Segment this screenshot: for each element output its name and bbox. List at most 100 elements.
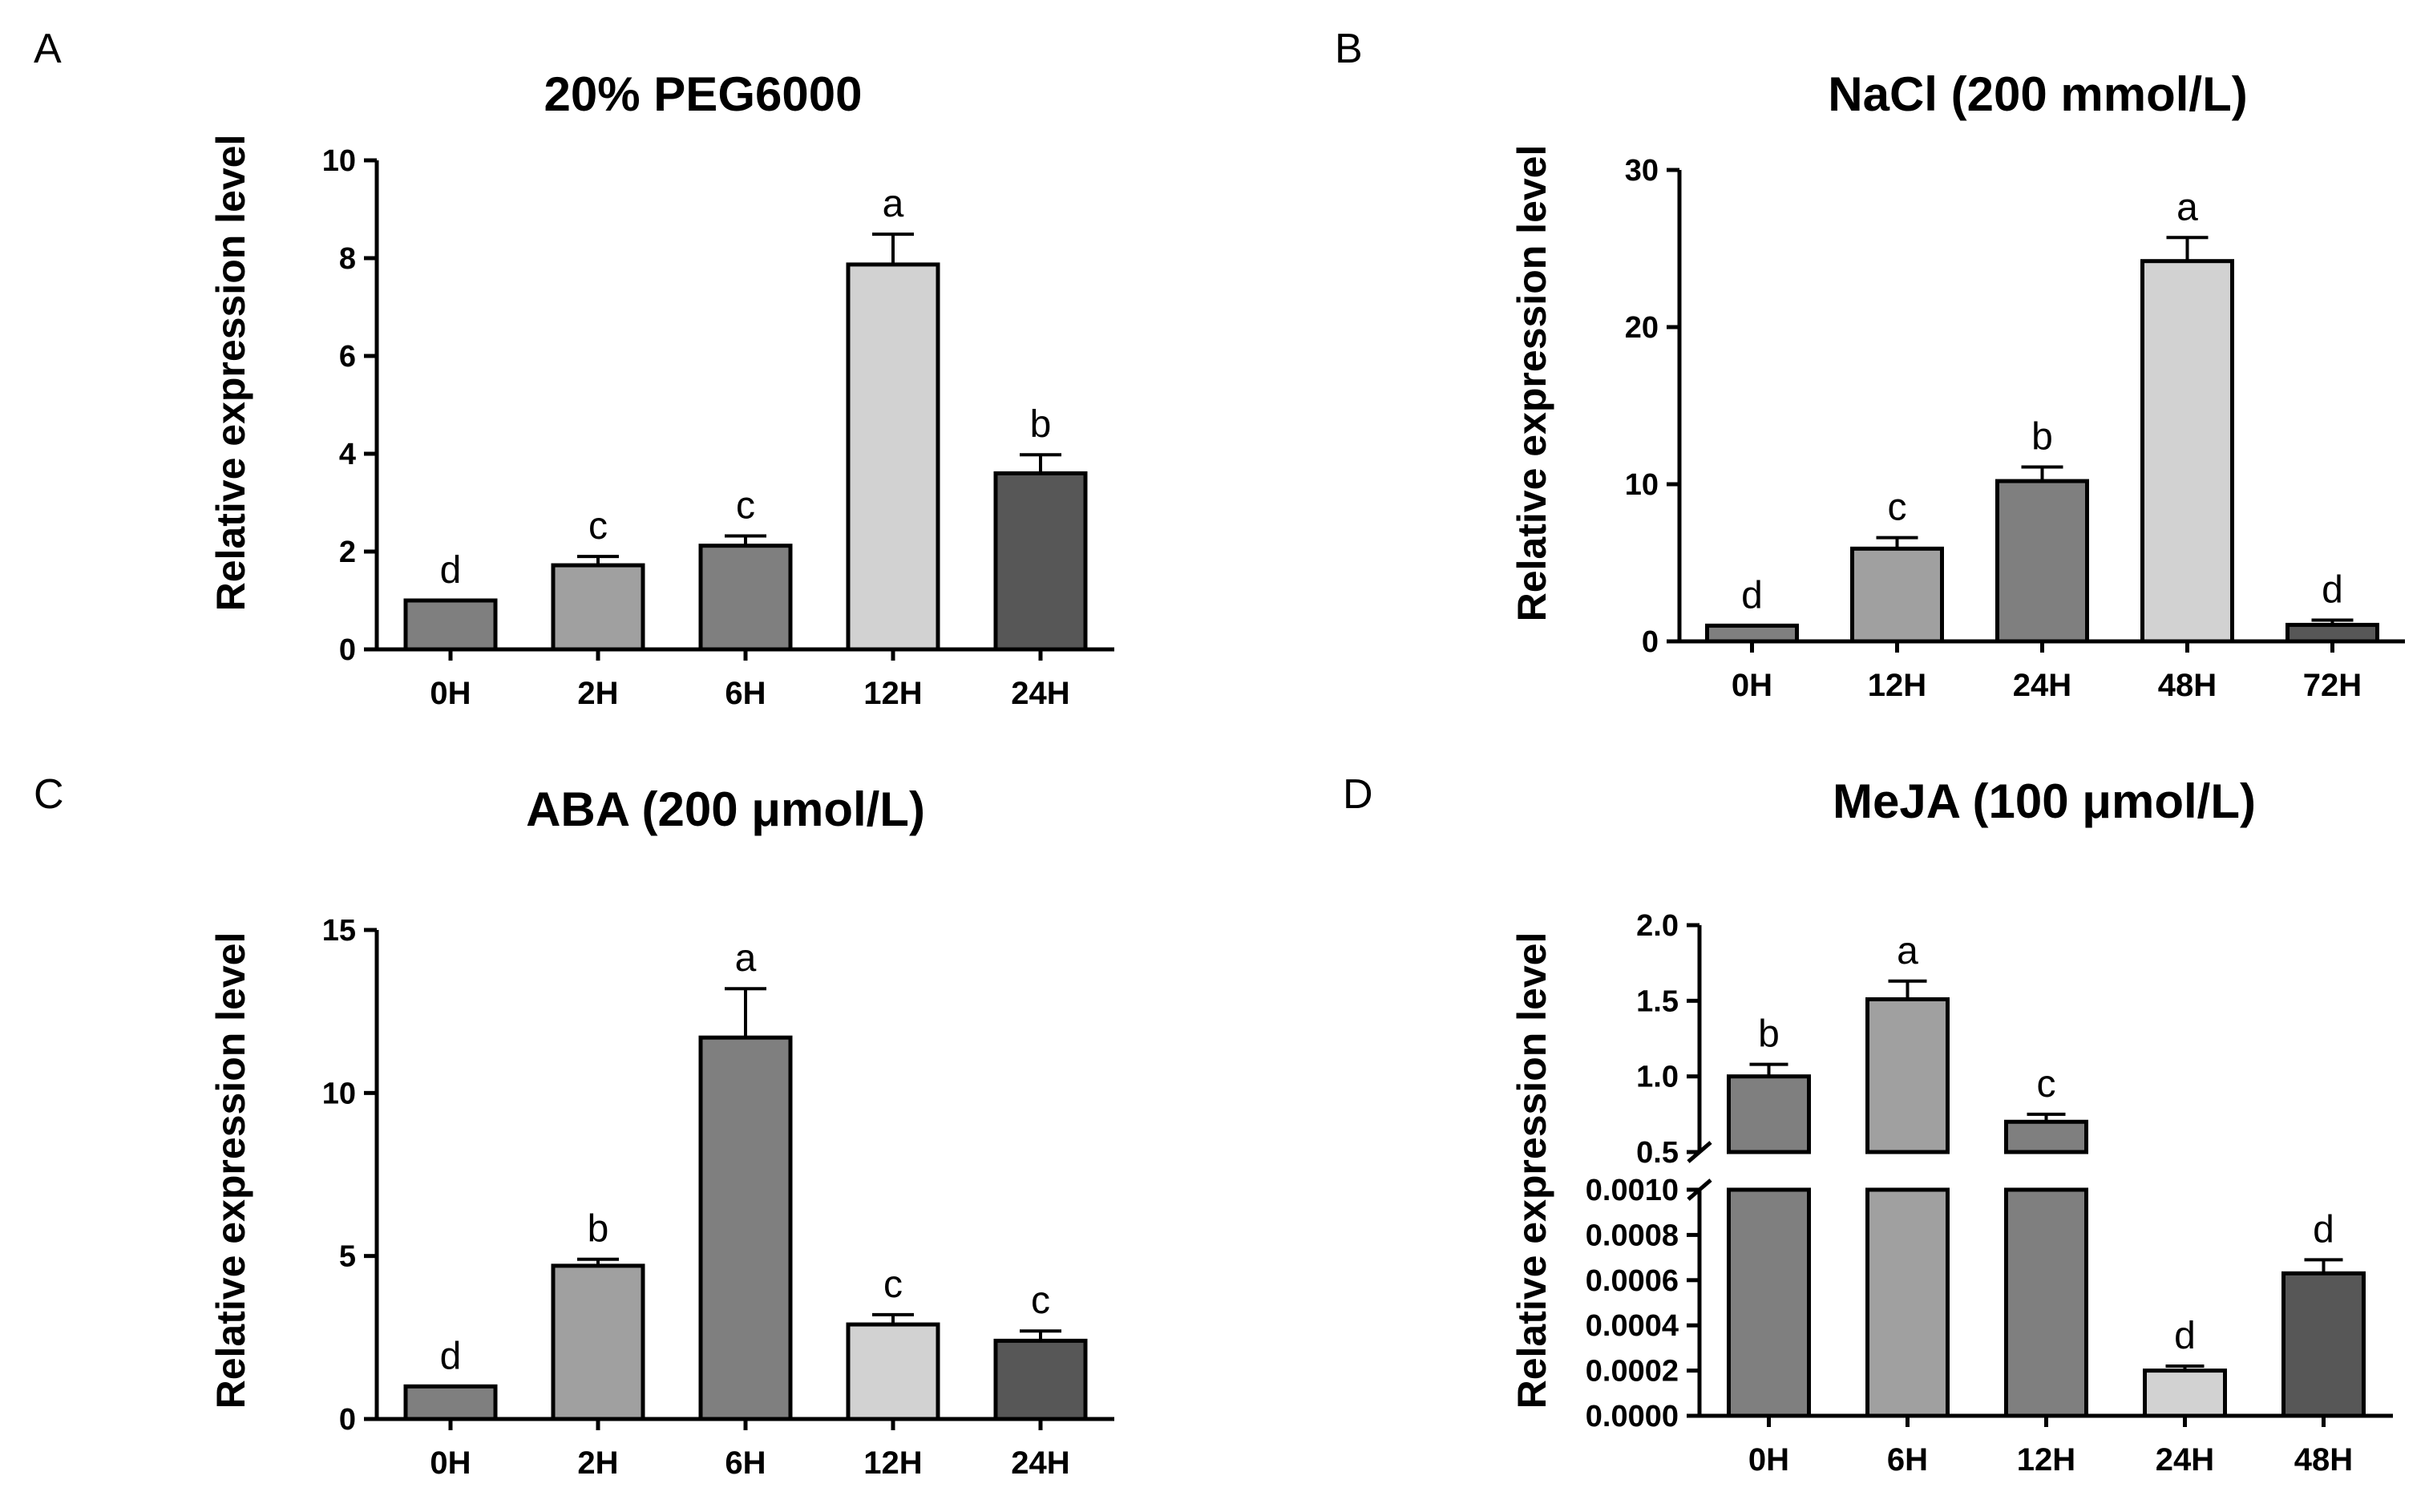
bar	[993, 1338, 1088, 1421]
y-tick-label: 0.5	[1636, 1136, 1679, 1170]
significance-letter: a	[735, 937, 757, 980]
bar	[2004, 1119, 2088, 1154]
plot-area: 0.5 1.0 1.5 2.0 0.0000 0.0002 0.0004 0.0006 0.00…	[1586, 909, 2393, 1478]
y-tick-label: 30	[1625, 154, 1659, 188]
x-tick-label: 24H	[2156, 1442, 2214, 1478]
y-axis-label: Relative expression level	[208, 135, 253, 612]
x-tick-label: 72H	[2303, 668, 2362, 703]
x-tick-label: 2H	[577, 676, 618, 711]
bar	[2281, 1271, 2366, 1418]
panel-a: A 20% PEG6000 Relative expression level …	[34, 26, 1114, 711]
x-tick-label: 0H	[430, 676, 471, 711]
bar	[2140, 259, 2234, 644]
x-tick-label: 0H	[1732, 668, 1772, 703]
y-tick-label: 1.5	[1636, 984, 1679, 1018]
bar	[1865, 1187, 1950, 1418]
y-tick-label: 0	[339, 633, 356, 667]
significance-letter: a	[2176, 186, 2198, 228]
bar	[2004, 1187, 2088, 1418]
panel-letter-c: C	[34, 771, 64, 818]
y-tick-label: 0.0006	[1586, 1264, 1679, 1298]
bar	[698, 544, 793, 652]
significance-letter: c	[1888, 487, 1907, 529]
significance-letter: b	[2031, 415, 2053, 458]
panel-d: D MeJA (100 μmol/L) Relative expression …	[1343, 771, 2393, 1478]
significance-letter: b	[588, 1208, 609, 1251]
significance-letter: d	[1741, 574, 1763, 617]
y-tick-label: 0	[1642, 625, 1659, 659]
y-tick-label: 6	[339, 340, 356, 374]
bar	[403, 598, 498, 652]
plot-area: 0 5 10 15 d 0H b 2H a 6H c 12H c 24H	[322, 914, 1114, 1481]
bar	[1850, 546, 1944, 644]
y-tick-label: 0	[339, 1403, 356, 1437]
x-tick-label: 24H	[1011, 676, 1069, 711]
y-tick-label: 0.0002	[1586, 1355, 1679, 1389]
significance-letter: a	[883, 183, 904, 225]
bar	[1865, 997, 1950, 1154]
x-tick-label: 24H	[1011, 1445, 1069, 1481]
x-tick-label: 12H	[1868, 668, 1926, 703]
y-tick-label: 8	[339, 242, 356, 276]
bar	[698, 1035, 793, 1421]
bar	[1705, 623, 1799, 644]
y-tick-label: 0.0000	[1586, 1400, 1679, 1433]
bar	[403, 1384, 498, 1421]
chart-title: ABA (200 μmol/L)	[526, 782, 925, 836]
y-tick-label: 5	[339, 1240, 356, 1274]
significance-letter: d	[440, 1335, 462, 1377]
panel-c: C ABA (200 μmol/L) Relative expression l…	[34, 771, 1114, 1481]
bar	[2143, 1368, 2227, 1418]
significance-letter: b	[1758, 1013, 1780, 1056]
significance-letter: c	[2037, 1063, 2056, 1106]
x-tick-label: 48H	[2158, 668, 2217, 703]
significance-letter: d	[2174, 1315, 2196, 1357]
bar	[551, 1263, 645, 1421]
bar	[846, 1322, 940, 1421]
y-tick-label: 0.0010	[1586, 1174, 1679, 1207]
bar	[2285, 622, 2379, 644]
y-tick-label: 1.0	[1636, 1061, 1679, 1094]
chart-title: 20% PEG6000	[544, 67, 863, 121]
y-tick-label: 0.0004	[1586, 1309, 1679, 1343]
panel-b: B NaCl (200 mmol/L) Relative expression …	[1335, 26, 2405, 703]
chart-title: MeJA (100 μmol/L)	[1833, 774, 2256, 828]
significance-letter: c	[588, 505, 608, 548]
significance-letter: b	[1030, 403, 1052, 446]
bar	[1727, 1074, 1811, 1154]
significance-letter: c	[1031, 1280, 1050, 1322]
panel-letter-a: A	[34, 26, 62, 72]
panel-letter-b: B	[1335, 26, 1363, 72]
plot-area: 0 10 20 30 d 0H c 12H b 24H a 48H d 72H	[1625, 154, 2405, 703]
x-tick-label: 6H	[725, 676, 766, 711]
y-tick-label: 15	[322, 914, 356, 948]
y-tick-label: 10	[322, 144, 356, 178]
y-axis-label: Relative expression level	[1510, 145, 1554, 622]
y-tick-label: 20	[1625, 311, 1659, 345]
plot-area: 0 2 4 6 8 10 d 0H c 2H c 6H a 12H b 24H	[322, 144, 1114, 711]
bar	[1995, 479, 2089, 644]
significance-letter: d	[440, 549, 462, 592]
chart-title: NaCl (200 mmol/L)	[1828, 67, 2247, 121]
y-tick-label: 0.0008	[1586, 1219, 1679, 1252]
x-tick-label: 6H	[1887, 1442, 1928, 1478]
x-tick-label: 12H	[863, 1445, 922, 1481]
significance-letter: d	[2322, 569, 2343, 612]
y-tick-label: 2.0	[1636, 909, 1679, 943]
x-tick-label: 0H	[430, 1445, 471, 1481]
y-tick-label: 4	[339, 438, 356, 471]
x-tick-label: 12H	[2017, 1442, 2075, 1478]
x-tick-label: 24H	[2013, 668, 2071, 703]
bar	[1727, 1187, 1811, 1418]
significance-letter: a	[1897, 930, 1918, 972]
y-tick-label: 10	[322, 1077, 356, 1110]
x-tick-label: 48H	[2294, 1442, 2353, 1478]
x-tick-label: 0H	[1748, 1442, 1789, 1478]
x-tick-label: 6H	[725, 1445, 766, 1481]
y-tick-label: 10	[1625, 468, 1659, 502]
y-axis-label: Relative expression level	[1510, 932, 1554, 1409]
significance-letter: c	[883, 1263, 903, 1306]
bar	[846, 262, 940, 652]
bar	[993, 471, 1088, 652]
